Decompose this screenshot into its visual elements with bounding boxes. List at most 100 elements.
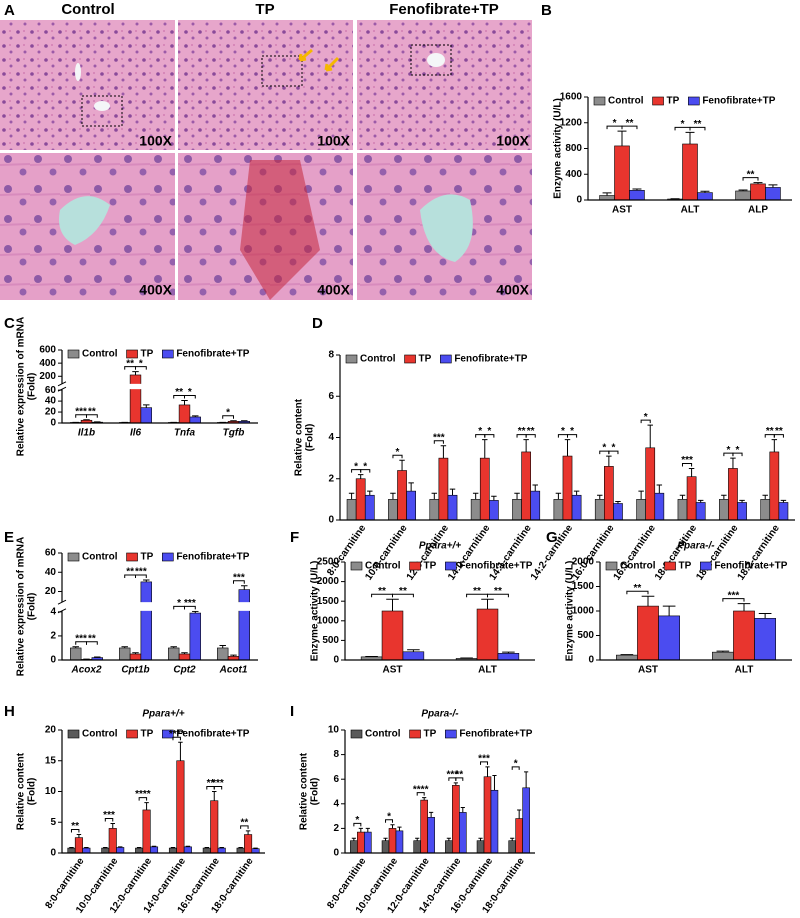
error-bar bbox=[253, 847, 258, 849]
legend-swatch bbox=[404, 354, 416, 364]
bar bbox=[594, 499, 605, 521]
y-axis-label: (Fold) bbox=[27, 778, 38, 806]
significance-label: ** bbox=[766, 426, 774, 437]
bar bbox=[719, 499, 729, 521]
legend-label: Control bbox=[82, 552, 118, 563]
bar bbox=[395, 830, 404, 854]
bar bbox=[512, 499, 522, 521]
legend-swatch bbox=[126, 349, 138, 359]
bar bbox=[508, 840, 516, 854]
error-bar bbox=[472, 492, 479, 500]
significance-label: **** bbox=[135, 789, 151, 800]
error-bar bbox=[615, 500, 621, 504]
chart-title: Ppara-/- bbox=[677, 541, 715, 552]
error-bar bbox=[688, 467, 695, 477]
micrograph bbox=[357, 20, 532, 150]
vessel bbox=[420, 194, 473, 262]
significance-label: * bbox=[177, 598, 181, 609]
bar bbox=[402, 651, 425, 661]
significance-bracket bbox=[213, 786, 223, 790]
error-bar bbox=[132, 371, 139, 375]
error-bar bbox=[383, 837, 388, 841]
significance-label: ** bbox=[399, 586, 407, 597]
bar bbox=[737, 502, 747, 521]
error-bar bbox=[83, 419, 90, 421]
error-bar bbox=[523, 439, 529, 452]
bar bbox=[438, 457, 449, 521]
error-bar bbox=[408, 482, 414, 492]
error-bar bbox=[212, 791, 217, 801]
bar bbox=[74, 837, 83, 854]
significance-label: **** bbox=[169, 729, 185, 740]
error-bar bbox=[482, 439, 488, 459]
legend-label: TP bbox=[141, 729, 154, 740]
error-bar bbox=[491, 495, 497, 501]
bar bbox=[381, 840, 390, 854]
error-bar bbox=[181, 652, 188, 654]
bar bbox=[697, 192, 713, 201]
significance-label: ** bbox=[126, 567, 134, 578]
bar bbox=[553, 499, 564, 521]
x-tick-label: 14:0-carnitine bbox=[446, 523, 493, 583]
bar bbox=[515, 818, 523, 854]
bar bbox=[427, 817, 435, 854]
error-bar bbox=[739, 499, 745, 503]
y-axis-label: Relative content bbox=[294, 398, 305, 476]
panel-letter: B bbox=[541, 2, 552, 19]
bar bbox=[178, 404, 191, 424]
error-bar bbox=[72, 646, 79, 648]
y-tick-label: 20 bbox=[45, 725, 57, 736]
y-tick-label: 1500 bbox=[317, 596, 340, 607]
y-tick-label: 20 bbox=[45, 407, 57, 418]
bar bbox=[769, 451, 780, 521]
significance-label: *** bbox=[478, 754, 490, 765]
y-tick-label: 2 bbox=[328, 473, 334, 484]
bar bbox=[251, 848, 260, 854]
y-tick-label: 60 bbox=[45, 385, 57, 396]
significance-label: * bbox=[644, 412, 648, 423]
significance-label: ** bbox=[634, 583, 642, 594]
y-tick-label: 20 bbox=[45, 586, 57, 597]
significance-label: ** bbox=[494, 586, 502, 597]
significance-label: *** bbox=[447, 770, 459, 781]
bar bbox=[217, 647, 229, 661]
significance-bracket bbox=[135, 574, 147, 578]
significance-label: ** bbox=[175, 387, 183, 398]
error-bar bbox=[415, 837, 420, 841]
bar bbox=[364, 831, 372, 854]
legend-swatch bbox=[445, 729, 457, 739]
significance-bracket bbox=[608, 450, 619, 455]
x-tick-label: 18:2-carnitine bbox=[736, 523, 783, 583]
y-tick-label: 0 bbox=[333, 848, 339, 859]
significance-label: *** bbox=[184, 598, 196, 609]
error-bar bbox=[730, 457, 736, 469]
legend-label: TP bbox=[141, 552, 154, 563]
error-bar bbox=[573, 490, 580, 496]
significance-label: *** bbox=[728, 590, 740, 601]
bar bbox=[658, 615, 680, 661]
significance-bracket bbox=[172, 736, 181, 741]
significance-label: *** bbox=[75, 406, 87, 417]
legend-label: TP bbox=[424, 729, 437, 740]
error-bar bbox=[367, 490, 373, 496]
bar bbox=[150, 846, 159, 854]
error-bar bbox=[178, 741, 183, 761]
significance-bracket bbox=[773, 434, 784, 438]
significance-label: ** bbox=[455, 770, 463, 781]
panel-letter: D bbox=[312, 315, 323, 332]
micrograph bbox=[178, 20, 353, 150]
y-tick-label: 8 bbox=[328, 350, 334, 361]
bar bbox=[183, 846, 192, 854]
x-tick-label: AST bbox=[638, 665, 658, 676]
bar bbox=[189, 612, 201, 661]
legend-label: Fenofibrate+TP bbox=[459, 729, 532, 740]
chart-title: Ppara-/- bbox=[421, 709, 459, 720]
x-tick-label: Il6 bbox=[130, 428, 142, 439]
bar bbox=[119, 647, 131, 661]
error-bar bbox=[357, 474, 364, 479]
axis-line bbox=[587, 97, 792, 201]
y-tick-label: 0 bbox=[333, 655, 339, 666]
significance-label: * bbox=[226, 407, 230, 418]
legend-swatch bbox=[126, 552, 138, 562]
error-bar bbox=[555, 492, 562, 500]
